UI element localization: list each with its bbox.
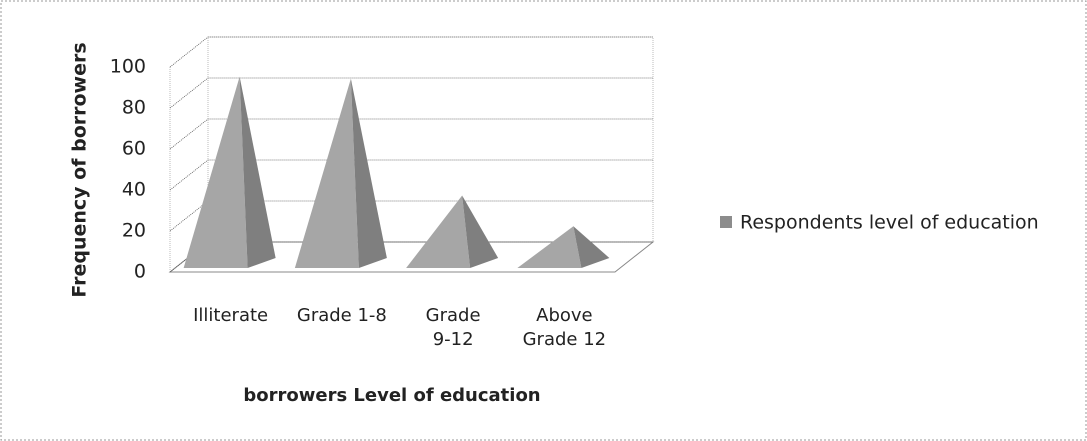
x-tick-label: Above Grade 12 bbox=[522, 305, 607, 350]
y-tick-label: 20 bbox=[122, 220, 146, 242]
pyramid-side bbox=[462, 195, 499, 268]
pyramid-front bbox=[183, 76, 248, 268]
pyramid bbox=[517, 226, 610, 268]
x-tick-label: Grade 1-8 bbox=[296, 305, 387, 326]
legend-swatch bbox=[720, 216, 732, 228]
pyramid bbox=[183, 76, 276, 268]
pyramid-side bbox=[573, 226, 610, 268]
y-tick-label: 0 bbox=[134, 261, 146, 283]
y-tick-label: 80 bbox=[122, 97, 146, 119]
grid-line bbox=[169, 36, 653, 68]
grid-line bbox=[169, 118, 653, 150]
y-tick-label: 40 bbox=[122, 179, 146, 201]
grid-line bbox=[169, 77, 653, 109]
x-tick-label: Grade 9-12 bbox=[425, 305, 481, 350]
pyramid-front bbox=[294, 78, 359, 269]
pyramid-side bbox=[350, 78, 387, 269]
x-tick-label: Illiterate bbox=[193, 305, 269, 326]
x-axis-title: borrowers Level of education bbox=[243, 385, 540, 406]
y-tick-label: 60 bbox=[122, 138, 146, 160]
y-tick-label: 100 bbox=[110, 56, 146, 78]
legend-label: Respondents level of education bbox=[740, 212, 1039, 234]
pyramid bbox=[406, 195, 499, 268]
y-axis-title: Frequency of borrowers bbox=[69, 42, 91, 297]
pyramid-front bbox=[406, 195, 471, 268]
pyramid-side bbox=[239, 76, 276, 268]
pyramid-front bbox=[517, 226, 582, 268]
pyramid bbox=[294, 78, 387, 269]
grid-line bbox=[169, 159, 653, 191]
